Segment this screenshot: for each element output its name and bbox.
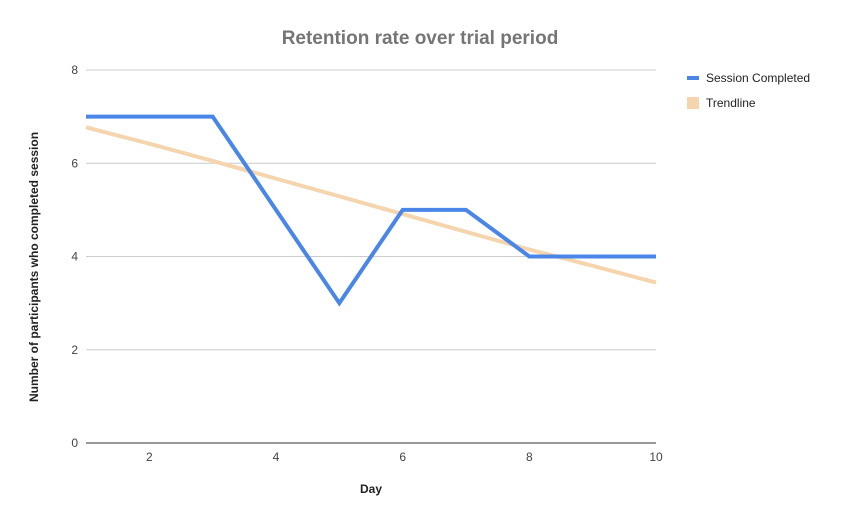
y-axis-ticks: 0 2 4 6 8 bbox=[71, 63, 78, 450]
y-tick-label: 6 bbox=[71, 156, 78, 170]
plot-area bbox=[84, 114, 658, 307]
data-point bbox=[147, 142, 151, 146]
data-point bbox=[84, 115, 88, 119]
x-axis-title: Day bbox=[360, 482, 382, 496]
data-point bbox=[654, 281, 658, 285]
data-point bbox=[274, 177, 278, 181]
y-axis-title: Number of participants who completed ses… bbox=[27, 132, 41, 402]
legend: Session Completed Trendline bbox=[687, 71, 810, 110]
y-tick-label: 2 bbox=[71, 343, 78, 357]
data-point bbox=[527, 248, 531, 252]
series-line-session-completed bbox=[86, 114, 656, 307]
x-tick-label: 8 bbox=[526, 450, 533, 464]
y-tick-label: 0 bbox=[71, 436, 78, 450]
data-point bbox=[591, 255, 595, 259]
data-point bbox=[147, 115, 151, 119]
x-axis-ticks: 2 4 6 8 10 bbox=[146, 450, 663, 464]
data-point bbox=[401, 208, 405, 212]
legend-label: Session Completed bbox=[706, 71, 810, 85]
chart-title: Retention rate over trial period bbox=[282, 28, 559, 49]
data-point bbox=[464, 208, 468, 212]
x-tick-label: 10 bbox=[649, 450, 663, 464]
legend-label: Trendline bbox=[706, 96, 756, 110]
data-point bbox=[527, 255, 531, 259]
data-point bbox=[211, 159, 215, 163]
data-point bbox=[274, 208, 278, 212]
data-point bbox=[84, 125, 88, 129]
x-tick-label: 2 bbox=[146, 450, 153, 464]
y-tick-label: 8 bbox=[71, 63, 78, 77]
data-point bbox=[211, 115, 215, 119]
data-point bbox=[337, 194, 341, 198]
legend-swatch-trendline bbox=[687, 97, 699, 109]
data-point bbox=[337, 301, 341, 305]
y-tick-label: 4 bbox=[71, 250, 78, 264]
x-tick-label: 4 bbox=[273, 450, 280, 464]
data-point bbox=[591, 264, 595, 268]
data-point bbox=[654, 255, 658, 259]
data-point bbox=[464, 230, 468, 234]
x-tick-label: 6 bbox=[399, 450, 406, 464]
